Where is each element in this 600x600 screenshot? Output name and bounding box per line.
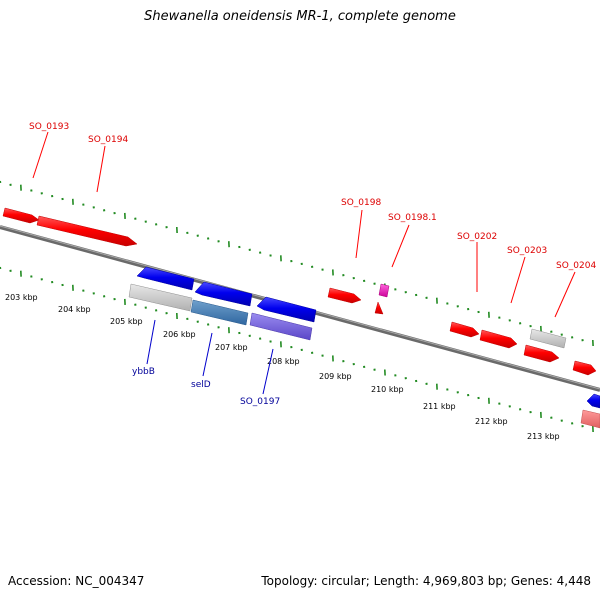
accession-text: Accession: NC_004347 [8, 574, 145, 588]
kbp-label: 207 kbp [215, 343, 248, 352]
gene-arrow[interactable] [2, 207, 40, 224]
reverse-label-leaders [146, 319, 274, 395]
gene-label[interactable]: SO_0194 [88, 135, 128, 145]
lower-tick-row [0, 266, 594, 433]
kbp-label: 208 kbp [267, 357, 300, 366]
reverse-strand-genes [128, 266, 600, 429]
reverse-gene-labels: ybbB selD SO_0197 [132, 367, 280, 407]
gene-arrow[interactable] [586, 393, 600, 409]
forward-label-leaders [32, 131, 576, 318]
upper-tick-row [0, 180, 594, 347]
gene-arrow[interactable] [194, 281, 253, 307]
gene-label[interactable]: SO_0204 [556, 261, 596, 271]
gene-label[interactable]: ybbB [132, 367, 155, 377]
forward-gene-labels: SO_0193 SO_0194 SO_0198 SO_0198.1 SO_020… [29, 122, 596, 271]
kbp-label: 213 kbp [527, 432, 560, 441]
kbp-label: 206 kbp [163, 330, 196, 339]
kbp-scale: 203 kbp 204 kbp 205 kbp 206 kbp 207 kbp … [5, 293, 560, 441]
gene-arrow-SO_0198[interactable] [327, 287, 362, 304]
gene-arrow-SO_0197[interactable] [249, 312, 313, 341]
gene-arrow-SO_0194[interactable] [36, 215, 138, 247]
gene-arrow-SO_0202[interactable] [449, 321, 480, 338]
genome-summary-text: Topology: circular; Length: 4,969,803 bp… [261, 574, 591, 588]
gene-arrow[interactable] [580, 409, 600, 429]
gene-arrow[interactable] [256, 296, 317, 323]
kbp-label: 209 kbp [319, 372, 352, 381]
gene-arrow-SO_0203[interactable] [479, 329, 518, 349]
gene-arrow[interactable] [572, 360, 597, 376]
kbp-label: 205 kbp [110, 317, 143, 326]
gene-label[interactable]: SO_0198 [341, 198, 381, 208]
gene-arrow[interactable] [374, 301, 384, 315]
kbp-label: 212 kbp [475, 417, 508, 426]
gene-label[interactable]: SO_0202 [457, 232, 497, 242]
genome-title: Shewanella oneidensis MR-1, complete gen… [144, 9, 456, 24]
gene-arrow-ybbB[interactable] [128, 283, 193, 312]
kbp-label: 204 kbp [58, 305, 91, 314]
gene-label[interactable]: SO_0198.1 [388, 213, 437, 223]
forward-strand-genes [2, 207, 597, 376]
gene-label[interactable]: SO_0203 [507, 246, 547, 256]
gene-label[interactable]: SO_0193 [29, 122, 69, 132]
gene-arrow[interactable] [136, 266, 195, 291]
gene-arrow-SO_0204[interactable] [529, 328, 567, 349]
kbp-label: 210 kbp [371, 385, 404, 394]
gene-label[interactable]: SO_0197 [240, 397, 280, 407]
gene-arrow[interactable] [523, 344, 560, 363]
gene-label[interactable]: selD [191, 380, 211, 390]
kbp-label: 203 kbp [5, 293, 38, 302]
gene-arrow-SO_0198.1[interactable] [378, 283, 390, 298]
kbp-label: 211 kbp [423, 402, 456, 411]
gene-arrow-selD[interactable] [190, 299, 249, 326]
